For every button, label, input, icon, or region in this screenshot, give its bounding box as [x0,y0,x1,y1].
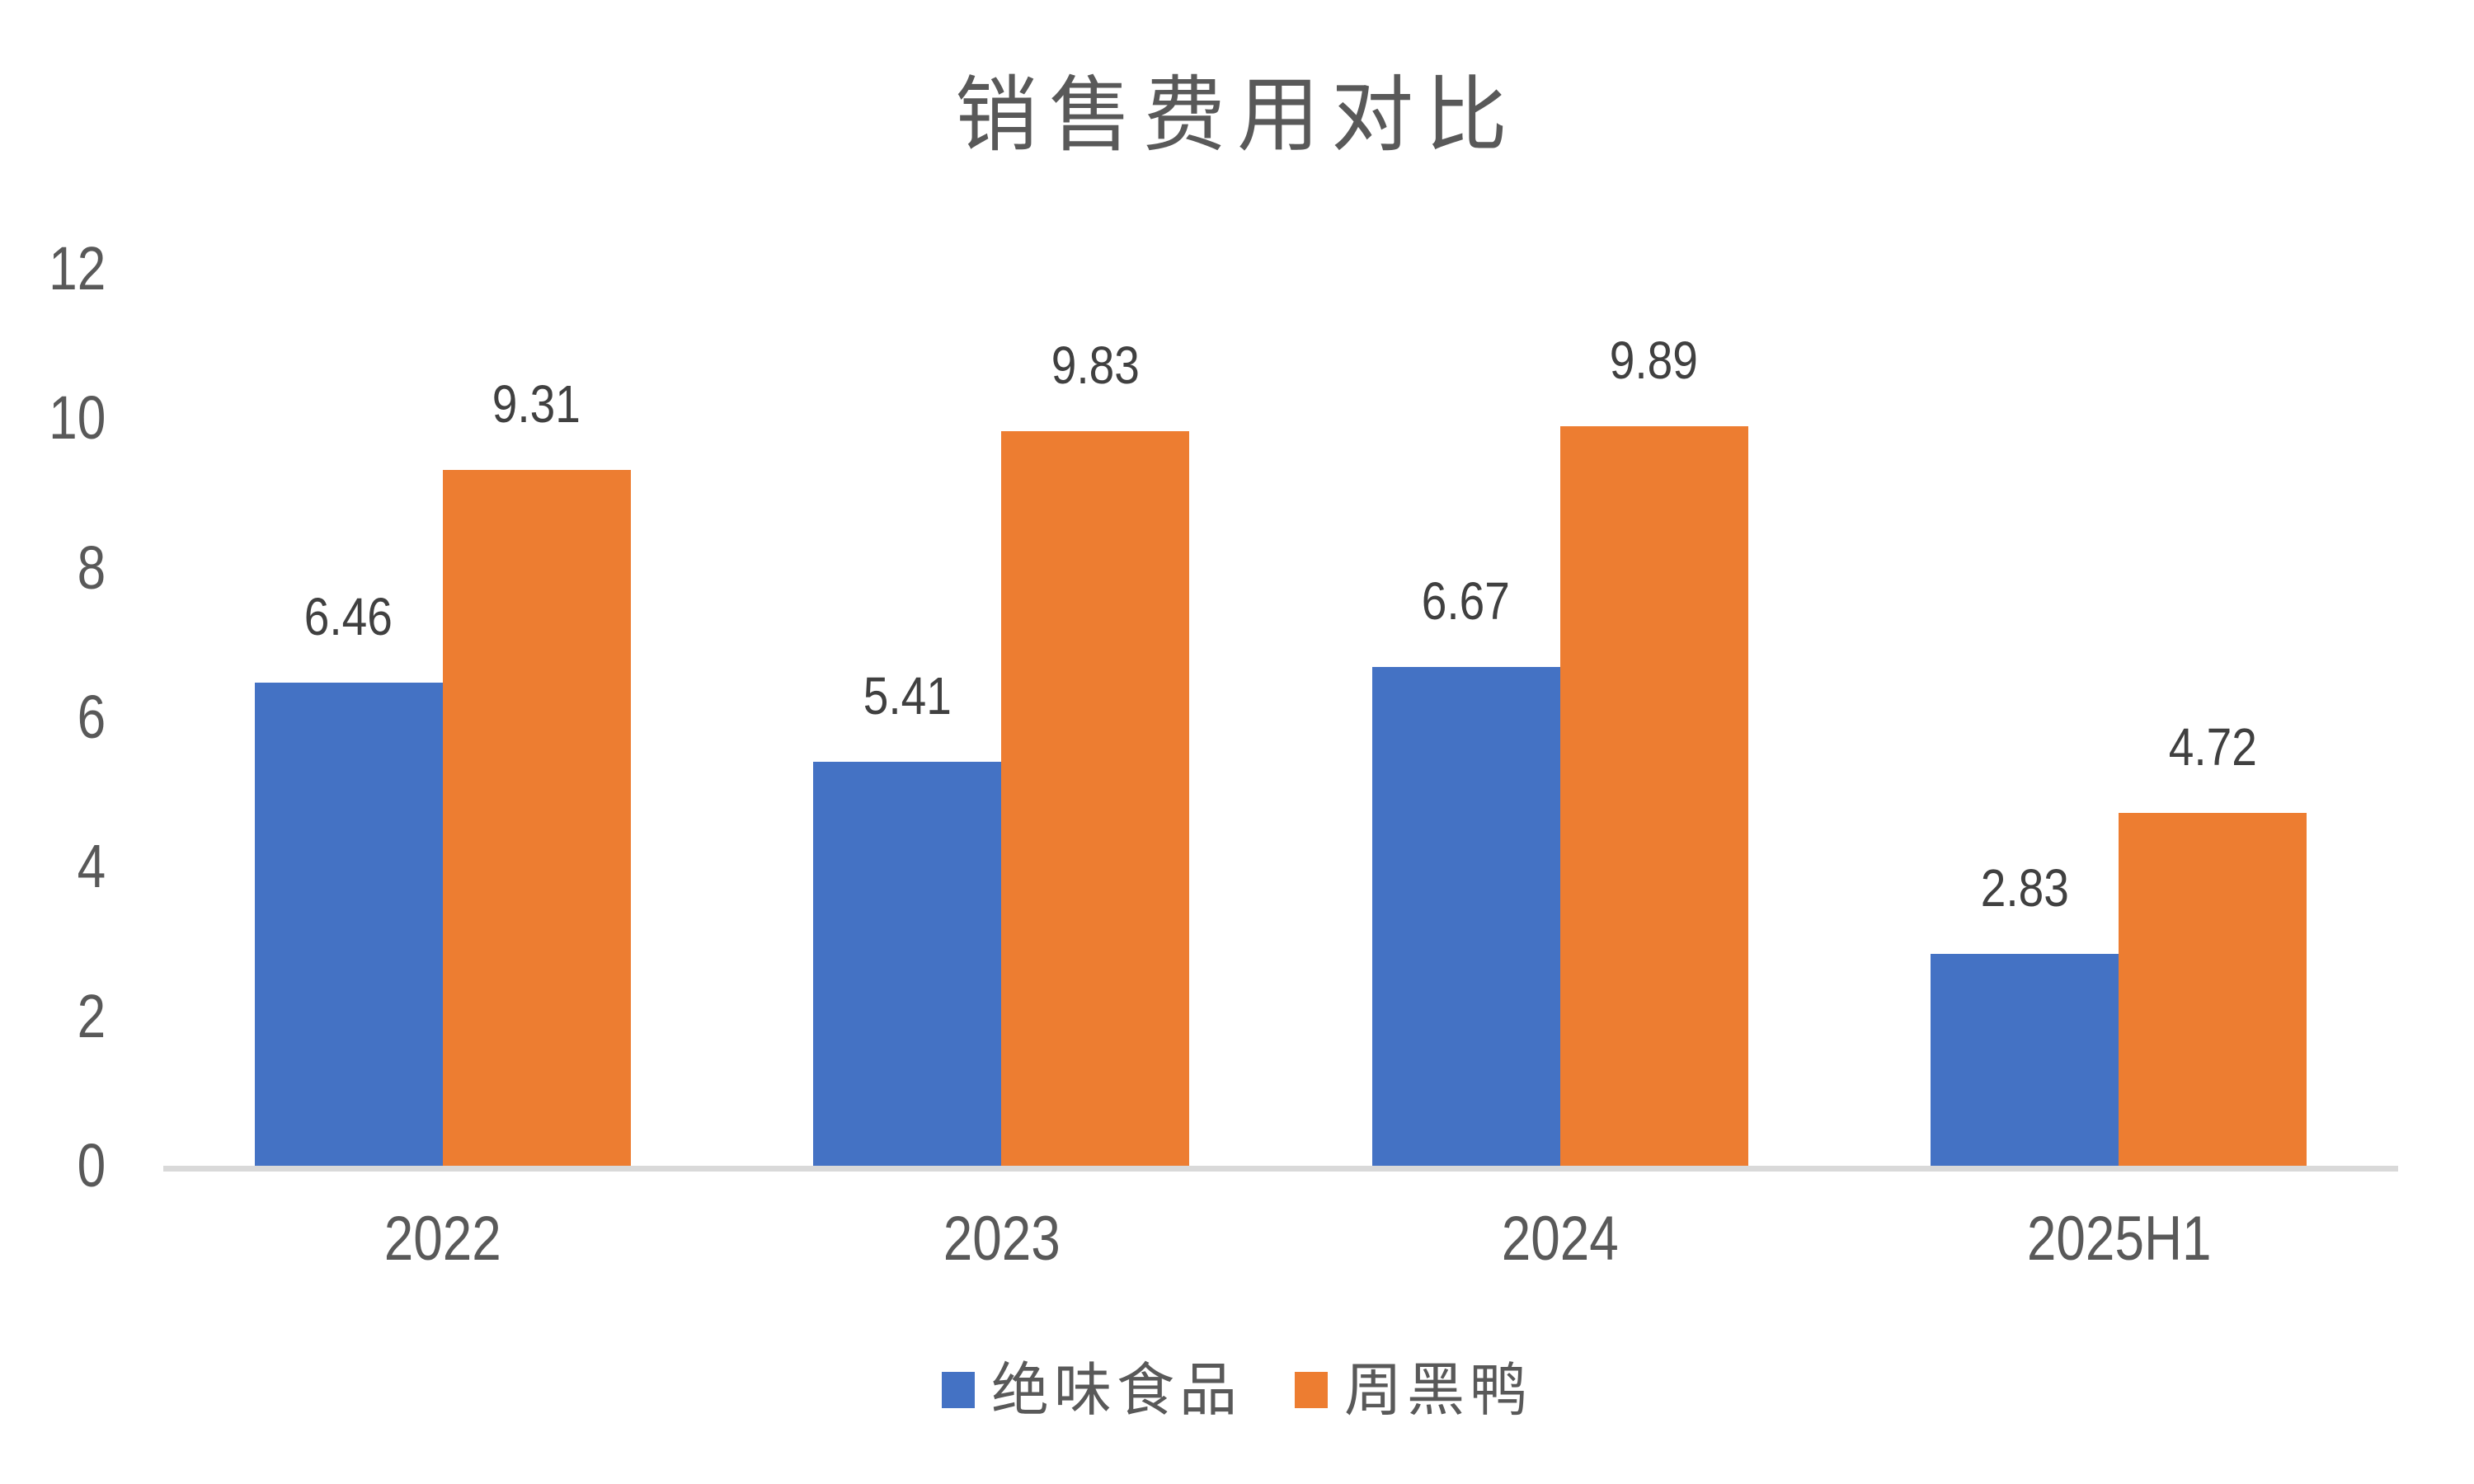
juewei-foods-data-label: 6.46 [304,587,393,647]
legend-label: 周黑鸭 [1344,1358,1532,1422]
legend: 绝味食品 周黑鸭 [0,1359,2474,1421]
bar-group-2023: 5.41 9.83 [722,269,1282,1166]
y-tick-label: 6 [77,683,106,751]
legend-label: 绝味食品 [991,1358,1242,1422]
bar-groups: 6.46 9.31 5.41 9.83 6.67 9.89 2.83 4.72 [163,269,2398,1166]
zhouheiya-data-label: 4.72 [2168,717,2257,777]
x-axis-label-2023: 2023 [943,1204,1061,1274]
x-axis-label-2022: 2022 [383,1204,501,1274]
zhouheiya-bar [2119,813,2307,1166]
y-tick-label: 8 [77,533,106,602]
zhouheiya-data-label: 9.31 [492,373,581,434]
zhouheiya-data-label: 9.89 [1610,331,1699,391]
x-axis-labels: 2022 2023 2024 2025H1 [163,1206,2398,1272]
juewei-foods-data-label: 6.67 [1422,571,1511,632]
zhouheiya-legend-marker-icon [1295,1372,1328,1408]
y-axis: 0 2 4 6 8 10 12 [0,238,106,1196]
juewei-foods-data-label: 5.41 [863,665,952,726]
zhouheiya-bar [442,469,631,1166]
juewei-foods-legend-marker-icon [942,1372,975,1408]
juewei-foods-bar [254,683,443,1166]
juewei-foods-bar-column: 6.67 [1371,571,1560,1166]
zhouheiya-bar-column: 9.31 [442,373,631,1166]
zhouheiya-bar-column: 9.83 [1001,335,1190,1166]
juewei-foods-bar-column: 2.83 [1931,862,2119,1166]
legend-entry-juewei-foods: 绝味食品 [942,1359,1242,1421]
juewei-foods-bar-column: 5.41 [813,665,1002,1166]
bar-group-2025H1: 2.83 4.72 [1840,269,2399,1166]
y-tick-label: 2 [77,981,106,1050]
zhouheiya-bar-column: 9.89 [1559,331,1748,1166]
y-tick-label: 10 [48,383,106,453]
juewei-foods-bar [1371,667,1560,1166]
zhouheiya-data-label: 9.83 [1051,335,1140,395]
juewei-foods-bar-column: 6.46 [254,587,443,1166]
y-tick-label: 12 [48,234,106,303]
plot-area: 6.46 9.31 5.41 9.83 6.67 9.89 2.83 4.72 [163,269,2398,1172]
zhouheiya-bar [1559,426,1748,1166]
y-tick-label: 0 [77,1131,106,1200]
x-axis-line [163,1166,2398,1172]
bar-group-2024: 6.67 9.89 [1281,269,1840,1166]
juewei-foods-bar [813,761,1002,1166]
y-tick-label: 4 [77,832,106,901]
legend-entry-zhouheiya: 周黑鸭 [1295,1359,1532,1421]
zhouheiya-bar-column: 4.72 [2119,721,2307,1166]
juewei-foods-bar [1931,954,2119,1166]
zhouheiya-bar [1001,430,1190,1166]
x-axis-label-2024: 2024 [1501,1204,1619,1274]
x-axis-label-2025H1: 2025H1 [2026,1204,2212,1274]
juewei-foods-data-label: 2.83 [1980,858,2069,918]
bar-group-2022: 6.46 9.31 [163,269,722,1166]
chart-title: 销售费用对比 [955,69,1519,162]
